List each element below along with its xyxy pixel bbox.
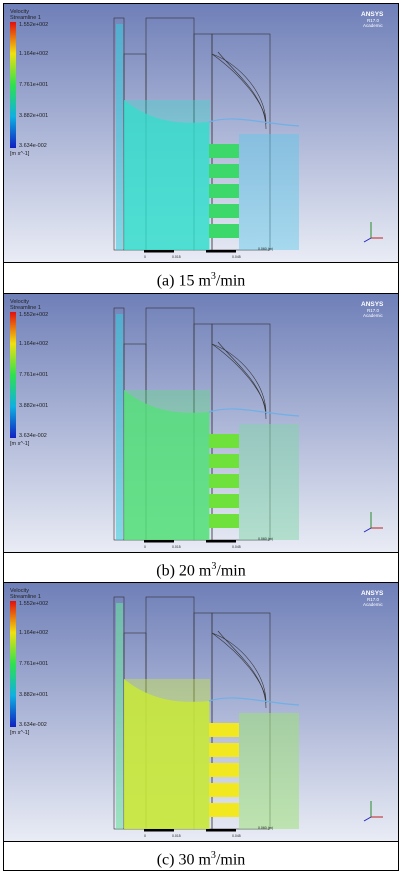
scale-label: 0.015 bbox=[172, 255, 181, 259]
scale-label: 0.045 bbox=[232, 834, 241, 838]
legend-unit: [m s^-1] bbox=[10, 441, 30, 447]
caption-c: (c) 30 m3/min bbox=[4, 843, 398, 873]
legend-subtitle: Streamline 1 bbox=[10, 594, 41, 600]
legend-value-min: 3.634e-002 bbox=[19, 433, 47, 439]
ansys-logo: ANSYS bbox=[361, 11, 384, 18]
caption-superscript: 3 bbox=[210, 271, 216, 282]
scale-label: 0.015 bbox=[172, 834, 181, 838]
legend-value: 1.164e+002 bbox=[19, 630, 48, 636]
scale-bar bbox=[144, 250, 174, 253]
ansys-version: R17.0 bbox=[367, 597, 380, 602]
caption-text: (b) 20 m bbox=[156, 562, 212, 580]
legend-value-min: 3.634e-002 bbox=[19, 722, 47, 728]
color-legend-bar bbox=[10, 22, 16, 148]
scale-label: 0.045 bbox=[232, 545, 241, 549]
streamlines bbox=[116, 314, 300, 540]
caption-unit: /min bbox=[215, 851, 246, 869]
scale-label: 0.015 bbox=[172, 545, 181, 549]
legend-title: Velocity bbox=[10, 299, 29, 305]
scale-label: 0.045 bbox=[232, 255, 241, 259]
legend-value: 1.164e+002 bbox=[19, 341, 48, 347]
scale-label: 0 bbox=[144, 545, 146, 549]
legend-subtitle: Streamline 1 bbox=[10, 305, 41, 311]
scale-label: 0 bbox=[144, 255, 146, 259]
streamlines bbox=[116, 24, 300, 250]
legend-value: 7.761e+001 bbox=[19, 372, 48, 378]
scale-label: 0.060 (m) bbox=[258, 826, 273, 830]
caption-superscript: 3 bbox=[210, 850, 216, 861]
legend-value: 3.882e+001 bbox=[19, 692, 48, 698]
ansys-version: R17.0 bbox=[367, 308, 380, 313]
cfd-panel-a: Velocity Streamline 1 1.552e+002 1.164e+… bbox=[4, 4, 398, 262]
cfd-render-b: Velocity Streamline 1 1.552e+002 1.164e+… bbox=[4, 294, 398, 552]
panel-divider bbox=[4, 841, 398, 842]
scale-bar bbox=[144, 540, 174, 543]
legend-value: 7.761e+001 bbox=[19, 661, 48, 667]
ansys-edition: Academic bbox=[363, 313, 384, 318]
figure-table: Velocity Streamline 1 1.552e+002 1.164e+… bbox=[3, 3, 399, 871]
scale-bar bbox=[206, 250, 236, 253]
cfd-panel-b: Velocity Streamline 1 1.552e+002 1.164e+… bbox=[4, 294, 398, 552]
legend-value: 7.761e+001 bbox=[19, 82, 48, 88]
scale-label: 0.060 (m) bbox=[258, 247, 273, 251]
panel-divider bbox=[4, 262, 398, 263]
caption-b: (b) 20 m3/min bbox=[4, 554, 398, 584]
scale-label: 0.060 (m) bbox=[258, 537, 273, 541]
streamlines bbox=[116, 603, 300, 829]
legend-title: Velocity bbox=[10, 9, 29, 15]
legend-value-max: 1.552e+002 bbox=[19, 601, 48, 607]
color-legend-bar bbox=[10, 312, 16, 438]
ansys-edition: Academic bbox=[363, 602, 384, 607]
caption-text: (c) 30 m bbox=[156, 851, 211, 869]
legend-title: Velocity bbox=[10, 588, 29, 594]
caption-superscript: 3 bbox=[211, 561, 217, 572]
panel-divider bbox=[4, 582, 398, 583]
caption-text: (a) 15 m bbox=[156, 272, 211, 290]
legend-value-max: 1.552e+002 bbox=[19, 312, 48, 318]
legend-value-max: 1.552e+002 bbox=[19, 22, 48, 28]
ansys-logo: ANSYS bbox=[361, 301, 384, 308]
ansys-edition: Academic bbox=[363, 23, 384, 28]
legend-unit: [m s^-1] bbox=[10, 151, 30, 157]
axis-triad-icon bbox=[363, 222, 383, 243]
panel-divider bbox=[4, 552, 398, 553]
scale-bar bbox=[144, 829, 174, 832]
ansys-logo: ANSYS bbox=[361, 590, 384, 597]
color-legend-bar bbox=[10, 601, 16, 727]
caption-unit: /min bbox=[216, 562, 246, 580]
scale-label: 0 bbox=[144, 834, 146, 838]
legend-value: 1.164e+002 bbox=[19, 51, 48, 57]
scale-bar bbox=[206, 540, 236, 543]
cfd-render-c: Velocity Streamline 1 1.552e+002 1.164e+… bbox=[4, 583, 398, 841]
legend-value: 3.882e+001 bbox=[19, 113, 48, 119]
legend-unit: [m s^-1] bbox=[10, 730, 30, 736]
ansys-version: R17.0 bbox=[367, 18, 380, 23]
legend-value: 3.882e+001 bbox=[19, 403, 48, 409]
axis-triad-icon bbox=[363, 801, 383, 822]
panel-divider bbox=[4, 293, 398, 294]
cfd-render-a: Velocity Streamline 1 1.552e+002 1.164e+… bbox=[4, 4, 398, 262]
caption-a: (a) 15 m3/min bbox=[4, 264, 398, 294]
legend-subtitle: Streamline 1 bbox=[10, 15, 41, 21]
caption-unit: /min bbox=[215, 272, 246, 290]
axis-triad-icon bbox=[363, 512, 383, 533]
legend-value-min: 3.634e-002 bbox=[19, 143, 47, 149]
cfd-panel-c: Velocity Streamline 1 1.552e+002 1.164e+… bbox=[4, 583, 398, 841]
scale-bar bbox=[206, 829, 236, 832]
